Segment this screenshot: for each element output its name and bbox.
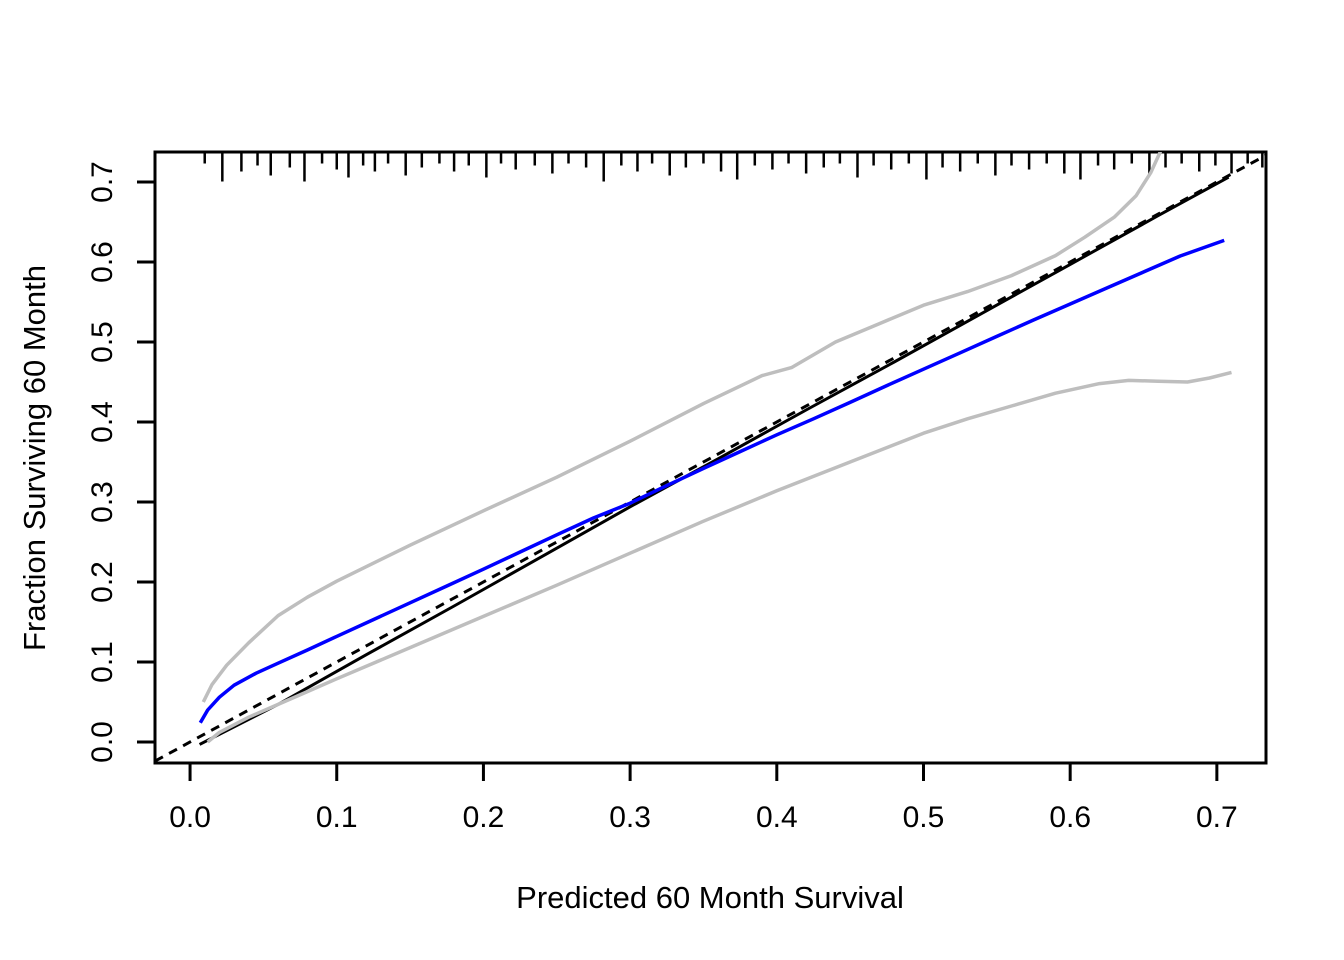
y-axis-tick-label: 0.4 <box>86 401 119 443</box>
x-axis-tick-label: 0.0 <box>169 801 211 834</box>
rug-marks <box>203 153 1264 182</box>
x-axis-tick-label: 0.7 <box>1196 801 1238 834</box>
axis-tick-labels: 0.0 0.1 0.2 0.3 0.4 0.5 0.6 0.7 0.0 0.1 0.2 0.3 0.4 0… <box>86 161 1238 834</box>
y-axis-tick-label: 0.3 <box>86 481 119 523</box>
x-axis-title: Predicted 60 Month Survival <box>516 880 904 915</box>
bias-corrected-calibration-line <box>198 238 1225 724</box>
x-axis-tick-label: 0.6 <box>1049 801 1091 834</box>
series-curves <box>155 152 1266 763</box>
x-axis-tick-label: 0.5 <box>903 801 945 834</box>
apparent-calibration-line <box>198 175 1230 746</box>
y-axis-tick-label: 0.5 <box>86 321 119 363</box>
plot-frame <box>153 150 1268 765</box>
ideal-reference-line <box>155 153 1266 763</box>
x-axis-tick-label: 0.1 <box>316 801 358 834</box>
axis-ticks <box>137 180 1219 781</box>
y-axis-title: Fraction Surviving 60 Month <box>17 265 52 651</box>
y-axis-tick-label: 0.6 <box>86 241 119 283</box>
x-axis-tick-label: 0.3 <box>609 801 651 834</box>
y-axis-tick-label: 0.2 <box>86 561 119 603</box>
y-axis-tick-label: 0.7 <box>86 161 119 203</box>
x-axis-tick-label: 0.4 <box>756 801 798 834</box>
y-axis-tick-label: 0.0 <box>86 721 119 763</box>
y-axis-tick-label: 0.1 <box>86 641 119 683</box>
lower-confidence-band-line <box>206 370 1232 744</box>
x-axis-tick-label: 0.2 <box>463 801 505 834</box>
upper-confidence-band-line <box>201 152 1163 703</box>
